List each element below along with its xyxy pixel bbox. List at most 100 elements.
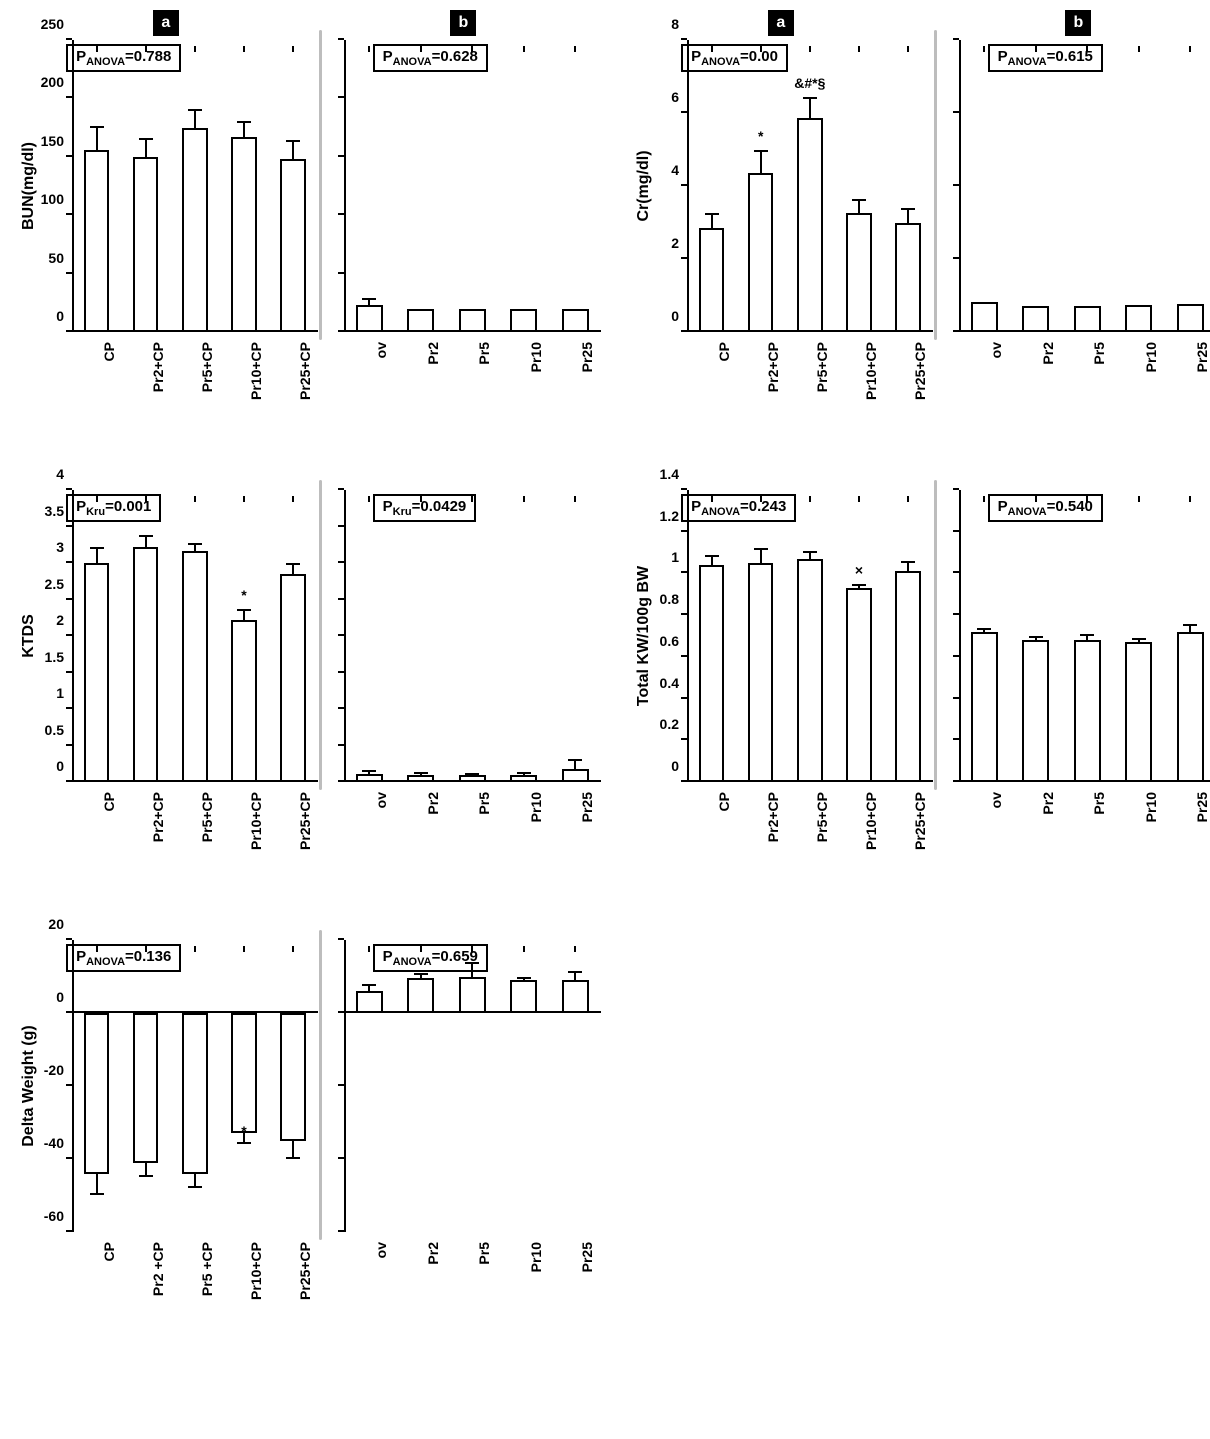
x-tick bbox=[420, 496, 422, 502]
y-tick bbox=[681, 697, 687, 699]
error-bar bbox=[809, 97, 811, 119]
y-tick-label: 3 bbox=[56, 539, 64, 555]
bar bbox=[84, 150, 110, 332]
error-bar bbox=[194, 1174, 196, 1189]
bar bbox=[459, 309, 486, 332]
y-tick bbox=[66, 525, 72, 527]
bar bbox=[1125, 305, 1152, 332]
x-tick bbox=[292, 496, 294, 502]
x-tick bbox=[574, 46, 576, 52]
x-category-label: Pr5+CP bbox=[199, 792, 215, 842]
error-bar bbox=[858, 199, 860, 214]
empty-cell bbox=[625, 910, 1210, 1350]
y-tick bbox=[338, 671, 344, 673]
y-tick bbox=[338, 213, 344, 215]
y-tick-label: -20 bbox=[44, 1062, 64, 1078]
x-category-label: Pr5+CP bbox=[199, 342, 215, 392]
y-tick-label: 200 bbox=[41, 74, 64, 90]
error-bar bbox=[420, 772, 422, 775]
error-bar bbox=[292, 1141, 294, 1159]
x-tick bbox=[760, 496, 762, 502]
x-tick bbox=[292, 946, 294, 952]
y-tick bbox=[66, 213, 72, 215]
y-tick-label: 0.8 bbox=[660, 591, 679, 607]
x-category-label: Pr5 bbox=[1091, 342, 1107, 365]
x-tick bbox=[809, 496, 811, 502]
x-tick bbox=[194, 496, 196, 502]
x-tick bbox=[1189, 496, 1191, 502]
error-bar bbox=[194, 109, 196, 128]
x-tick bbox=[983, 46, 985, 52]
bar bbox=[895, 571, 921, 782]
x-tick bbox=[96, 46, 98, 52]
x-category-label: ov bbox=[988, 342, 1004, 358]
x-tick bbox=[574, 496, 576, 502]
bar bbox=[1022, 640, 1049, 782]
y-tick-label: 250 bbox=[41, 16, 64, 32]
panel-letter: a bbox=[768, 10, 794, 36]
x-tick bbox=[368, 946, 370, 952]
bar bbox=[1177, 632, 1204, 782]
chart-area: 050100150200250CPPr2+CPPr5+CPPr10+CPPr25… bbox=[72, 40, 318, 332]
bun-panel: aPANOVA=0.788050100150200250CPPr2+CPPr5+… bbox=[10, 10, 605, 450]
bar bbox=[562, 980, 589, 1013]
y-axis bbox=[687, 490, 689, 782]
bar bbox=[407, 309, 434, 332]
x-tick bbox=[907, 46, 909, 52]
x-tick bbox=[368, 46, 370, 52]
y-tick bbox=[338, 525, 344, 527]
y-tick bbox=[681, 655, 687, 657]
x-category-label: Pr10 bbox=[528, 342, 544, 372]
y-tick-label: 8 bbox=[671, 16, 679, 32]
x-category-label: Pr10+CP bbox=[863, 342, 879, 400]
x-tick bbox=[471, 46, 473, 52]
y-tick bbox=[66, 1084, 72, 1086]
y-tick bbox=[66, 938, 72, 940]
ktds-panel: PKru=0.00100.511.522.533.54CPPr2+CPPr5+C… bbox=[10, 460, 605, 900]
error-bar bbox=[471, 773, 473, 776]
x-category-label: ov bbox=[373, 792, 389, 808]
error-bar bbox=[243, 121, 245, 137]
x-category-label: Pr2 bbox=[425, 342, 441, 365]
y-axis bbox=[959, 40, 961, 332]
y-tick bbox=[338, 155, 344, 157]
x-category-label: Pr5 +CP bbox=[199, 1242, 215, 1296]
x-tick bbox=[194, 946, 196, 952]
y-axis bbox=[959, 490, 961, 782]
kw-half-a: PANOVA=0.24300.20.40.60.811.21.4CPPr2+CP… bbox=[625, 460, 937, 900]
y-tick bbox=[681, 111, 687, 113]
x-category-label: CP bbox=[716, 792, 732, 811]
y-axis bbox=[72, 40, 74, 332]
x-category-label: Pr25 bbox=[579, 792, 595, 822]
x-category-label: Pr10+CP bbox=[863, 792, 879, 850]
x-category-label: Pr25+CP bbox=[297, 1242, 313, 1300]
x-category-label: Pr5+CP bbox=[814, 342, 830, 392]
y-tick-label: 0 bbox=[671, 758, 679, 774]
x-tick bbox=[243, 46, 245, 52]
y-tick bbox=[66, 744, 72, 746]
y-tick bbox=[66, 671, 72, 673]
y-tick bbox=[66, 1157, 72, 1159]
panel-letter: b bbox=[1065, 10, 1091, 36]
y-tick bbox=[66, 707, 72, 709]
x-tick bbox=[145, 46, 147, 52]
bar bbox=[231, 620, 257, 782]
y-tick bbox=[681, 738, 687, 740]
bar bbox=[1125, 642, 1152, 782]
bar bbox=[459, 775, 486, 782]
error-bar bbox=[145, 138, 147, 157]
y-tick-label: 100 bbox=[41, 191, 64, 207]
error-bar bbox=[711, 213, 713, 228]
x-tick bbox=[711, 46, 713, 52]
y-tick bbox=[338, 1084, 344, 1086]
ktds-half-b: PKru=0.0429ovPr2Pr5Pr10Pr25 bbox=[322, 460, 605, 900]
x-category-label: CP bbox=[101, 792, 117, 811]
bar bbox=[1177, 304, 1204, 332]
x-category-label: Pr2 bbox=[425, 1242, 441, 1265]
error-bar bbox=[471, 962, 473, 977]
y-tick bbox=[66, 155, 72, 157]
y-tick bbox=[681, 613, 687, 615]
chart-area: 00.511.522.533.54CPPr2+CPPr5+CP*Pr10+CPP… bbox=[72, 490, 318, 782]
bar bbox=[459, 977, 486, 1014]
y-tick bbox=[66, 1230, 72, 1232]
